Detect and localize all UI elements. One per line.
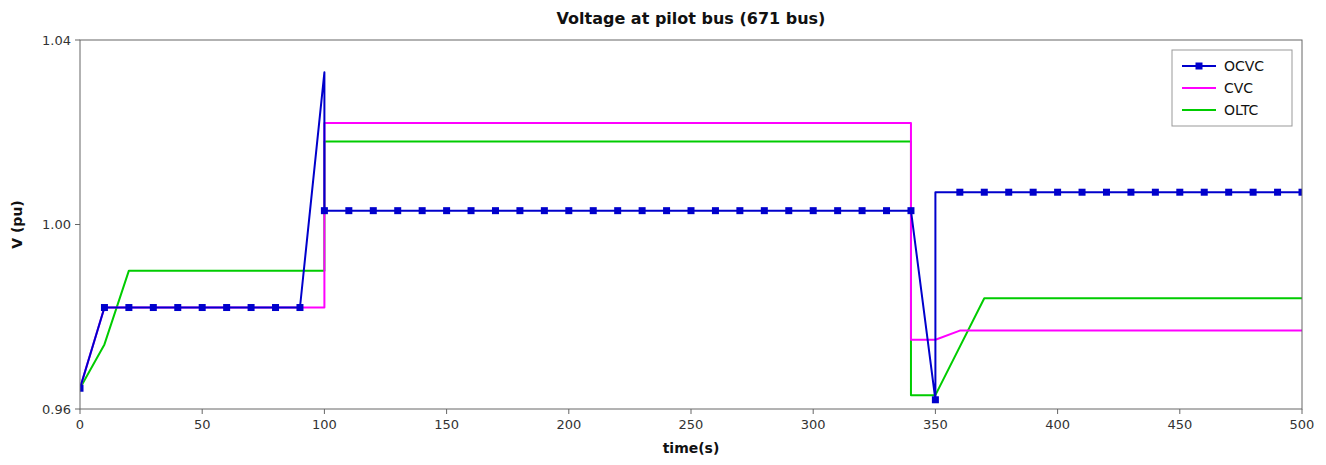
x-tick xyxy=(80,409,81,414)
series-line xyxy=(80,141,1302,395)
y-tick-label: 0.96 xyxy=(42,402,71,417)
x-tick xyxy=(446,409,447,414)
x-tick-label: 250 xyxy=(679,417,704,432)
series-marker xyxy=(101,304,108,311)
series-marker xyxy=(468,207,475,214)
series-marker xyxy=(565,207,572,214)
x-tick xyxy=(324,409,325,414)
x-tick-label: 450 xyxy=(1167,417,1192,432)
x-tick xyxy=(1179,409,1180,414)
y-tick-label: 1.04 xyxy=(42,33,71,48)
series-marker xyxy=(688,207,695,214)
series-marker xyxy=(859,207,866,214)
x-tick xyxy=(935,409,936,414)
series-marker xyxy=(1079,189,1086,196)
series-marker xyxy=(981,189,988,196)
series-marker xyxy=(223,304,230,311)
series-marker xyxy=(419,207,426,214)
title: Voltage at pilot bus (671 bus) xyxy=(557,9,826,28)
series-marker xyxy=(1030,189,1037,196)
x-tick-label: 0 xyxy=(76,417,84,432)
series-marker xyxy=(321,207,328,214)
legend-label: OLTC xyxy=(1224,102,1259,118)
series-line xyxy=(80,72,1302,399)
series-marker xyxy=(125,304,132,311)
series-marker xyxy=(370,207,377,214)
x-tick-label: 500 xyxy=(1290,417,1315,432)
x-tick xyxy=(202,409,203,414)
series-marker xyxy=(272,304,279,311)
series-marker xyxy=(541,207,548,214)
y-tick xyxy=(75,40,80,41)
legend-label: OCVC xyxy=(1224,58,1264,74)
series-marker xyxy=(174,304,181,311)
series-marker xyxy=(761,207,768,214)
x-tick-label: 300 xyxy=(801,417,826,432)
series-marker xyxy=(1274,189,1281,196)
series-marker xyxy=(394,207,401,214)
legend: OCVC CVC OLTC xyxy=(1172,50,1292,126)
series-marker xyxy=(1152,189,1159,196)
legend-swatch xyxy=(1182,109,1216,111)
series-marker xyxy=(834,207,841,214)
series-marker xyxy=(1127,189,1134,196)
x-tick xyxy=(1057,409,1058,414)
legend-label: CVC xyxy=(1224,80,1253,96)
x-tick-label: 50 xyxy=(194,417,211,432)
x-tick-label: 150 xyxy=(434,417,459,432)
x-axis-label: time(s) xyxy=(663,440,720,456)
x-tick-label: 350 xyxy=(923,417,948,432)
axes: 0 50 100 150 200 250 300 350 400 450 500 0.96 1.00 1.… xyxy=(42,33,1314,433)
x-tick xyxy=(691,409,692,414)
data xyxy=(80,72,1302,403)
x-tick-label: 100 xyxy=(312,417,337,432)
series-marker xyxy=(1176,189,1183,196)
series-marker xyxy=(1103,189,1110,196)
series-marker xyxy=(932,396,939,403)
series-line xyxy=(80,123,1302,388)
series-marker xyxy=(810,207,817,214)
legend-swatch xyxy=(1182,87,1216,89)
series-marker xyxy=(516,207,523,214)
x-tick xyxy=(568,409,569,414)
series-marker xyxy=(1005,189,1012,196)
plot-area xyxy=(80,40,1302,409)
series-marker xyxy=(1299,189,1303,196)
series-marker xyxy=(1054,189,1061,196)
series-marker xyxy=(663,207,670,214)
series-marker xyxy=(956,189,963,196)
series-marker xyxy=(80,385,84,392)
y-tick xyxy=(75,224,80,225)
series-marker xyxy=(296,304,303,311)
series-marker xyxy=(150,304,157,311)
y-tick xyxy=(75,409,80,410)
legend-box xyxy=(1172,50,1292,126)
series-marker xyxy=(639,207,646,214)
series-marker xyxy=(1250,189,1257,196)
plot-frame xyxy=(80,40,1302,409)
series-marker xyxy=(785,207,792,214)
x-tick xyxy=(813,409,814,414)
series-marker xyxy=(1201,189,1208,196)
series-marker xyxy=(1225,189,1232,196)
x-tick-label: 200 xyxy=(556,417,581,432)
series-marker xyxy=(590,207,597,214)
series-marker xyxy=(614,207,621,214)
legend-marker xyxy=(1196,63,1203,70)
series-marker xyxy=(492,207,499,214)
series-marker xyxy=(443,207,450,214)
chart: 0 50 100 150 200 250 300 350 400 450 500 0.96 1.00 1.… xyxy=(0,0,1326,465)
series-marker xyxy=(199,304,206,311)
series-marker xyxy=(736,207,743,214)
series-marker xyxy=(345,207,352,214)
y-axis-label: V (pu) xyxy=(9,200,25,249)
x-tick-label: 400 xyxy=(1045,417,1070,432)
series-marker xyxy=(248,304,255,311)
x-tick xyxy=(1302,409,1303,414)
y-tick-label: 1.00 xyxy=(42,217,71,232)
series-marker xyxy=(907,207,914,214)
series-marker xyxy=(883,207,890,214)
series-marker xyxy=(712,207,719,214)
